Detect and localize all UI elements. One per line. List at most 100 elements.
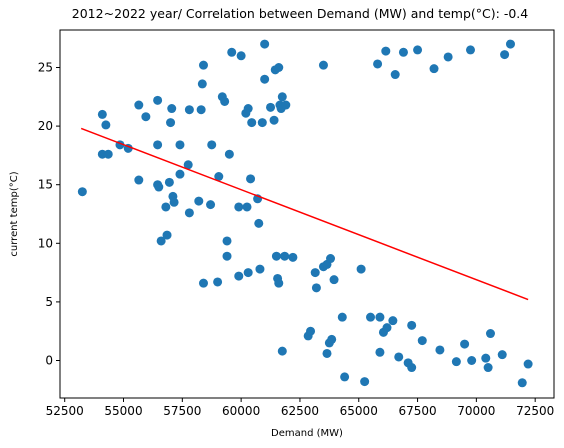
data-point: [153, 140, 163, 150]
data-point: [164, 177, 174, 187]
data-point: [183, 160, 193, 170]
x-tick-label: 72500: [516, 404, 554, 418]
data-point: [184, 105, 194, 115]
data-point: [306, 326, 316, 336]
data-point: [505, 39, 515, 49]
data-point: [277, 346, 287, 356]
data-point: [224, 149, 234, 159]
data-point: [234, 271, 244, 281]
data-point: [227, 47, 237, 57]
x-tick-label: 60000: [222, 404, 260, 418]
data-point: [207, 140, 217, 150]
data-point: [340, 372, 350, 382]
data-point: [497, 350, 507, 360]
data-point: [311, 283, 321, 293]
x-tick-label: 55000: [104, 404, 142, 418]
data-point: [467, 355, 477, 365]
data-point: [254, 218, 264, 228]
data-point: [134, 100, 144, 110]
data-point: [243, 104, 253, 114]
data-point: [222, 251, 232, 261]
data-point: [327, 334, 337, 344]
data-point: [156, 236, 166, 246]
data-point: [310, 268, 320, 278]
data-point: [198, 278, 208, 288]
x-tick-label: 57500: [163, 404, 201, 418]
data-point: [356, 264, 366, 274]
data-point: [246, 174, 256, 184]
x-axis-label: Demand (MW): [271, 428, 343, 439]
data-points: [77, 39, 533, 388]
data-point: [407, 363, 417, 373]
data-point: [523, 359, 533, 369]
data-point: [388, 316, 398, 326]
data-point: [175, 140, 185, 150]
plot-frame: [59, 29, 555, 399]
data-point: [274, 63, 284, 73]
data-point: [390, 70, 400, 80]
data-point: [184, 208, 194, 218]
data-point: [481, 353, 491, 363]
data-point: [101, 120, 111, 130]
y-tick-label: 20: [38, 119, 53, 133]
data-point: [153, 95, 163, 105]
y-tick-label: 0: [45, 353, 53, 367]
x-tick-label: 62500: [281, 404, 319, 418]
data-point: [329, 275, 339, 285]
data-point: [214, 171, 224, 181]
data-point: [443, 52, 453, 62]
y-tick-label: 10: [38, 236, 53, 250]
data-point: [260, 74, 270, 84]
data-point: [288, 252, 298, 262]
x-tick-label: 65000: [340, 404, 378, 418]
data-point: [375, 312, 385, 322]
data-point: [398, 47, 408, 57]
chart-title: 2012~2022 year/ Correlation between Dema…: [72, 6, 528, 21]
data-point: [318, 60, 328, 70]
data-point: [460, 339, 470, 349]
data-point: [141, 112, 151, 122]
data-point: [161, 202, 171, 212]
data-point: [236, 51, 246, 61]
data-point: [326, 254, 336, 264]
data-point: [517, 378, 527, 388]
y-tick-label: 5: [45, 295, 53, 309]
trend-line: [80, 127, 529, 301]
data-point: [197, 79, 207, 89]
data-point: [77, 187, 87, 197]
x-tick-label: 67500: [398, 404, 436, 418]
data-point: [169, 197, 179, 207]
data-point: [134, 175, 144, 185]
data-point: [222, 236, 232, 246]
data-point: [266, 102, 276, 112]
data-point: [435, 345, 445, 355]
data-point: [175, 169, 185, 179]
data-point: [381, 46, 391, 56]
data-point: [281, 100, 291, 110]
data-point: [196, 105, 206, 115]
data-point: [257, 118, 267, 128]
data-point: [277, 92, 287, 102]
data-point: [360, 377, 370, 387]
data-point: [103, 149, 113, 159]
data-point: [451, 357, 461, 367]
data-point: [274, 278, 284, 288]
data-point: [337, 312, 347, 322]
data-point: [242, 202, 252, 212]
data-point: [485, 329, 495, 339]
x-tick-label: 70000: [457, 404, 495, 418]
data-point: [366, 312, 376, 322]
data-point: [373, 59, 383, 69]
data-point: [394, 352, 404, 362]
x-tick-label: 52500: [46, 404, 84, 418]
data-point: [194, 196, 204, 206]
data-point: [166, 118, 176, 128]
data-point: [382, 323, 392, 333]
data-point: [220, 96, 230, 106]
data-point: [500, 50, 510, 60]
data-point: [154, 182, 164, 192]
data-point: [322, 348, 332, 358]
data-point: [429, 64, 439, 74]
y-axis-label: current temp(°C): [9, 171, 20, 256]
